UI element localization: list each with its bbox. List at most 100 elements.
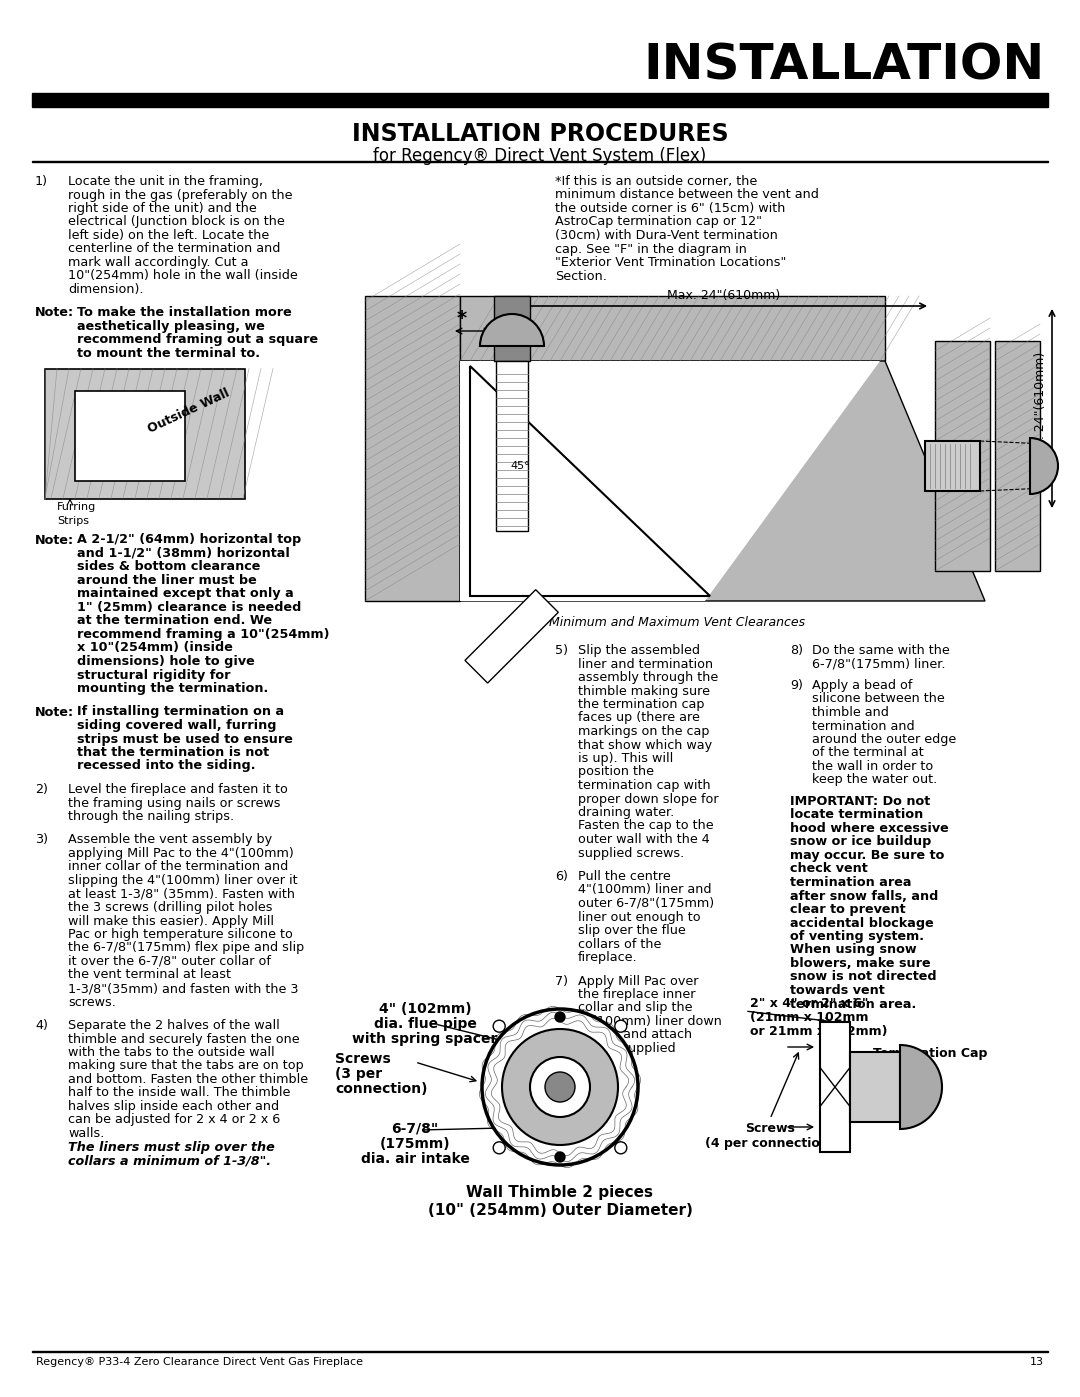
- Text: maintained except that only a: maintained except that only a: [77, 588, 294, 601]
- Text: 1" (25mm) clearance is needed: 1" (25mm) clearance is needed: [77, 601, 301, 615]
- Text: If installing termination on a: If installing termination on a: [77, 705, 284, 718]
- Text: (10" (254mm) Outer Diameter): (10" (254mm) Outer Diameter): [428, 1203, 692, 1218]
- Text: the vent terminal at least: the vent terminal at least: [68, 968, 231, 982]
- Text: Assemble the vent assembly by: Assemble the vent assembly by: [68, 834, 272, 847]
- Text: snow or ice buildup: snow or ice buildup: [789, 835, 931, 848]
- Text: 6-7/8": 6-7/8": [391, 1122, 438, 1136]
- Text: 3): 3): [35, 834, 48, 847]
- Circle shape: [494, 1020, 505, 1032]
- Text: the 6-7/8"(175mm) flex pipe and slip: the 6-7/8"(175mm) flex pipe and slip: [68, 942, 305, 954]
- Text: Strips: Strips: [57, 515, 89, 525]
- Text: walls.: walls.: [68, 1127, 105, 1140]
- Text: termination cap with: termination cap with: [578, 780, 711, 792]
- Text: The liners must slip over the: The liners must slip over the: [68, 1140, 274, 1154]
- Text: 4"(100mm) liner and: 4"(100mm) liner and: [578, 883, 712, 897]
- Text: dimensions) hole to give: dimensions) hole to give: [77, 655, 255, 668]
- Text: that the termination is not: that the termination is not: [77, 746, 269, 759]
- Text: check vent: check vent: [789, 862, 867, 876]
- Bar: [32, 94, 1048, 108]
- Text: Screws: Screws: [335, 1052, 391, 1066]
- Text: or 21mm x 152mm): or 21mm x 152mm): [750, 1025, 888, 1038]
- Bar: [924, 441, 980, 490]
- Text: the outside corner is 6" (15cm) with: the outside corner is 6" (15cm) with: [555, 203, 785, 215]
- Text: Furring: Furring: [57, 503, 96, 513]
- Text: at the termination end. We: at the termination end. We: [77, 615, 272, 627]
- Text: When using snow: When using snow: [789, 943, 917, 957]
- Text: rough in the gas (preferably on the: rough in the gas (preferably on the: [68, 189, 293, 201]
- Text: applying Mill Pac to the 4"(100mm): applying Mill Pac to the 4"(100mm): [68, 847, 294, 861]
- Text: through the nailing strips.: through the nailing strips.: [68, 810, 234, 823]
- Bar: [850, 1052, 900, 1122]
- Text: 45°: 45°: [510, 461, 529, 471]
- Text: Pac or high temperature silicone to: Pac or high temperature silicone to: [68, 928, 293, 942]
- Text: the termination cap: the termination cap: [578, 698, 704, 711]
- Text: recommend framing a 10"(254mm): recommend framing a 10"(254mm): [77, 629, 329, 641]
- Circle shape: [545, 1071, 575, 1102]
- Text: IMPORTANT: Do not: IMPORTANT: Do not: [789, 795, 930, 807]
- Text: Pull the centre: Pull the centre: [578, 870, 671, 883]
- Text: termination and: termination and: [812, 719, 915, 732]
- Text: outer 6-7/8"(175mm): outer 6-7/8"(175mm): [578, 897, 714, 909]
- Text: electrical (Junction block is on the: electrical (Junction block is on the: [68, 215, 285, 229]
- Text: 8): 8): [789, 644, 804, 657]
- Text: Outside Wall: Outside Wall: [146, 387, 232, 436]
- Text: AstroCap termination cap or 12": AstroCap termination cap or 12": [555, 215, 762, 229]
- Text: collars a minimum of 1-3/8".: collars a minimum of 1-3/8".: [68, 1154, 271, 1166]
- Text: 6): 6): [555, 870, 568, 883]
- Polygon shape: [465, 590, 558, 683]
- Text: INSTALLATION: INSTALLATION: [644, 42, 1045, 89]
- Text: Note:: Note:: [35, 705, 75, 718]
- Text: collar and slip the: collar and slip the: [578, 1002, 692, 1014]
- Text: Level the fireplace and fasten it to: Level the fireplace and fasten it to: [68, 782, 288, 796]
- Text: accidental blockage: accidental blockage: [789, 916, 934, 929]
- Bar: [460, 296, 885, 360]
- Text: termination area: termination area: [789, 876, 912, 888]
- Circle shape: [482, 1009, 638, 1165]
- Text: Minimum and Maximum Vent Clearances: Minimum and Maximum Vent Clearances: [550, 616, 806, 629]
- Text: around the liner must be: around the liner must be: [77, 574, 257, 587]
- Text: Fasten the cap to the: Fasten the cap to the: [578, 820, 714, 833]
- Text: that show which way: that show which way: [578, 739, 712, 752]
- Bar: [494, 296, 530, 360]
- Text: Section.: Section.: [555, 270, 607, 282]
- Polygon shape: [460, 360, 880, 601]
- Text: collars of the: collars of the: [578, 937, 661, 950]
- Text: silicone between the: silicone between the: [812, 693, 945, 705]
- Circle shape: [494, 1141, 505, 1154]
- Text: is up). This will: is up). This will: [578, 752, 673, 766]
- Text: 6-7/8"(175mm) liner.: 6-7/8"(175mm) liner.: [812, 658, 945, 671]
- Text: 13: 13: [1030, 1356, 1044, 1368]
- Text: structural rigidity for: structural rigidity for: [77, 669, 230, 682]
- Text: inner collar of the termination and: inner collar of the termination and: [68, 861, 288, 873]
- Text: can be adjusted for 2 x 4 or 2 x 6: can be adjusted for 2 x 4 or 2 x 6: [68, 1113, 280, 1126]
- Text: Max. 24"(610mm): Max. 24"(610mm): [1034, 352, 1047, 465]
- Text: towards vent: towards vent: [789, 983, 885, 997]
- Bar: [995, 341, 1040, 571]
- Text: proper down slope for: proper down slope for: [578, 792, 718, 806]
- Text: x 10"(254mm) (inside: x 10"(254mm) (inside: [77, 641, 233, 655]
- Text: (3 per: (3 per: [335, 1067, 382, 1081]
- Text: 4" (102mm): 4" (102mm): [379, 1002, 471, 1016]
- Text: A 2-1/2" (64mm) horizontal top: A 2-1/2" (64mm) horizontal top: [77, 534, 301, 546]
- Circle shape: [615, 1020, 626, 1032]
- Text: Apply Mill Pac over: Apply Mill Pac over: [578, 975, 699, 988]
- Text: screws.: screws.: [68, 996, 116, 1009]
- Text: Max. 24"(610mm): Max. 24"(610mm): [666, 289, 780, 302]
- Bar: [75, 391, 185, 481]
- Text: to mount the terminal to.: to mount the terminal to.: [77, 346, 260, 360]
- Text: (21mm x 102mm: (21mm x 102mm: [750, 1011, 868, 1024]
- Text: left side) on the left. Locate the: left side) on the left. Locate the: [68, 229, 269, 242]
- Text: mark wall accordingly. Cut a: mark wall accordingly. Cut a: [68, 256, 248, 270]
- Text: Apply a bead of: Apply a bead of: [812, 679, 913, 692]
- Text: the framing using nails or screws: the framing using nails or screws: [68, 796, 281, 809]
- Text: over it and attach: over it and attach: [578, 1028, 692, 1042]
- Text: thimble and securely fasten the one: thimble and securely fasten the one: [68, 1032, 299, 1045]
- Text: snow is not directed: snow is not directed: [789, 971, 936, 983]
- Text: (4 per connection): (4 per connection): [705, 1137, 835, 1150]
- Circle shape: [502, 1030, 618, 1146]
- Text: dimension).: dimension).: [68, 284, 144, 296]
- Text: 5): 5): [555, 644, 568, 657]
- Text: markings on the cap: markings on the cap: [578, 725, 710, 738]
- Text: may occur. Be sure to: may occur. Be sure to: [789, 849, 944, 862]
- Text: draining water.: draining water.: [578, 806, 674, 819]
